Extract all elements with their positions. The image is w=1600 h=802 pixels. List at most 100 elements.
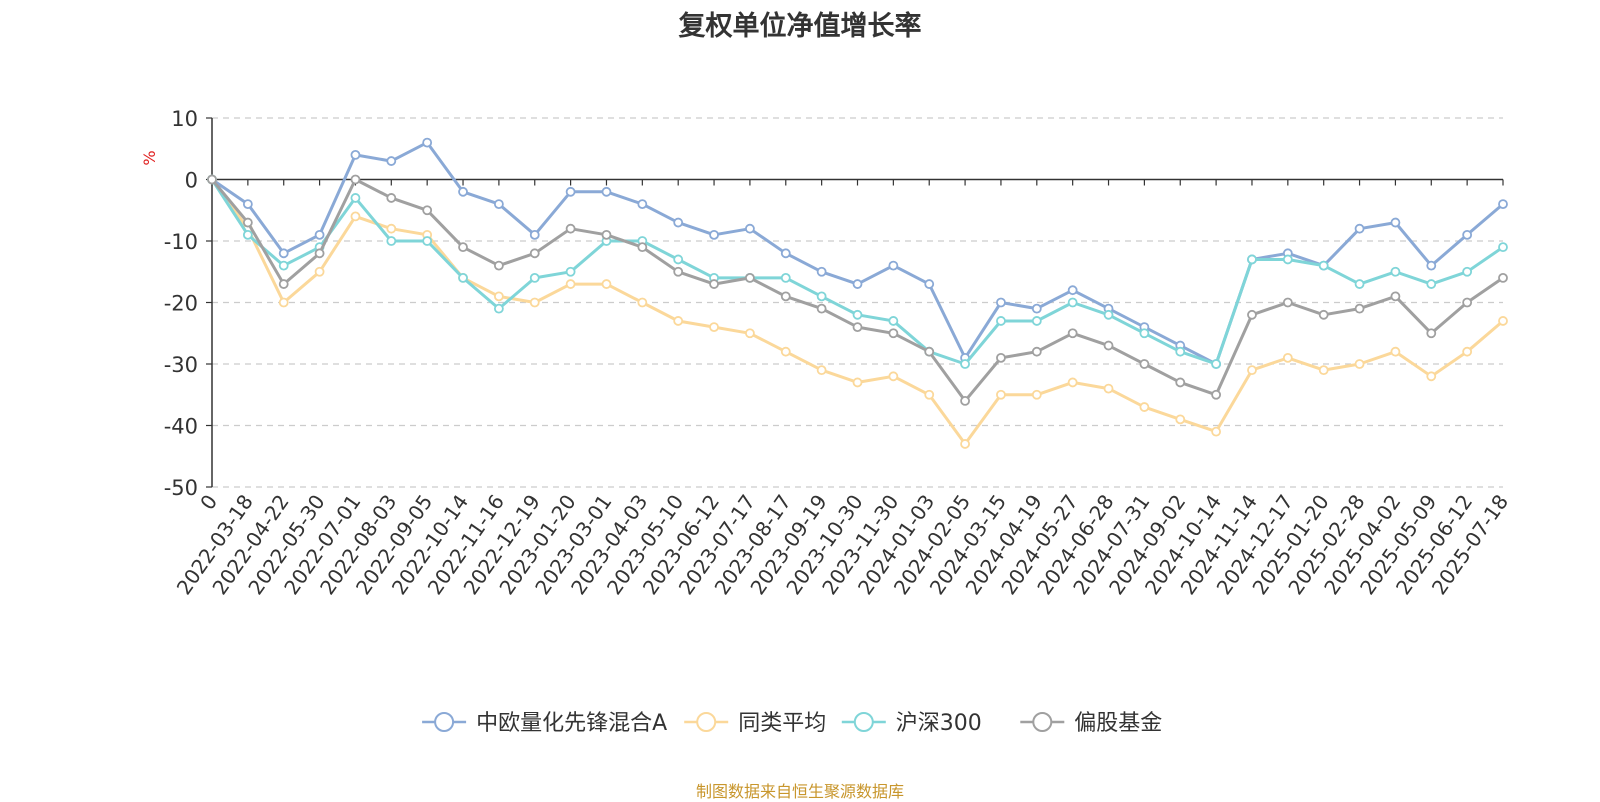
data-point [386, 156, 397, 166]
data-point [924, 389, 935, 400]
data-point [1354, 303, 1365, 314]
data-point [278, 279, 289, 289]
data-point [1103, 383, 1114, 394]
data-point [780, 291, 791, 302]
y-tick-label: -10 [164, 230, 198, 254]
legend-label: 中欧量化先锋混合A [476, 711, 667, 736]
data-point [458, 186, 468, 197]
data-point [673, 266, 684, 277]
data-point [1031, 346, 1042, 357]
data-point [529, 297, 540, 308]
data-point [816, 266, 827, 277]
data-point [637, 297, 648, 308]
data-point [960, 395, 970, 406]
data-point [242, 229, 253, 240]
data-point [314, 266, 325, 277]
data-point [1282, 297, 1293, 308]
data-point [314, 248, 325, 259]
data-point [1067, 297, 1078, 308]
data-point [350, 149, 361, 160]
data-point [709, 322, 719, 333]
data-point [816, 303, 827, 314]
data-point [996, 316, 1006, 326]
data-point [350, 174, 361, 185]
data-point [1390, 346, 1401, 357]
data-point [565, 279, 576, 289]
data-point [709, 229, 719, 240]
data-point [1103, 340, 1114, 351]
data-point [1390, 291, 1401, 302]
data-point [493, 291, 504, 302]
data-point [1247, 309, 1257, 320]
data-point [422, 205, 433, 216]
data-point [1318, 260, 1329, 271]
data-point [673, 217, 684, 228]
data-point [1067, 328, 1078, 339]
data-point [1067, 285, 1078, 296]
legend[interactable]: 中欧量化先锋混合A 同类平均 沪深300 偏股基金 [422, 711, 1162, 736]
data-point [1282, 254, 1293, 265]
data-point [1103, 309, 1114, 320]
data-point [816, 365, 827, 376]
data-point [996, 389, 1006, 400]
data-point [780, 272, 791, 283]
data-point [350, 211, 361, 222]
x-tick-label: 0 [195, 490, 222, 514]
data-point [1462, 229, 1473, 240]
data-point [1426, 279, 1437, 289]
data-point [673, 316, 684, 326]
y-axis-label: % [140, 150, 159, 165]
data-point [1139, 328, 1150, 339]
data-point [1175, 414, 1186, 425]
data-point [386, 236, 397, 246]
data-point [1031, 316, 1042, 326]
data-point [1426, 328, 1437, 339]
data-point [1247, 254, 1257, 265]
data-point [1067, 377, 1078, 388]
data-point [888, 328, 899, 339]
data-point [780, 248, 791, 259]
data-point [1282, 352, 1293, 363]
data-point [386, 223, 397, 234]
data-point [852, 322, 863, 333]
data-point [278, 260, 289, 271]
y-tick-label: -50 [164, 476, 198, 500]
data-point [888, 316, 899, 326]
legend-label: 沪深300 [896, 711, 982, 736]
data-point [1498, 272, 1508, 283]
data-point [1354, 359, 1365, 369]
data-point [601, 186, 612, 197]
data-point [1462, 266, 1473, 277]
data-point [1318, 309, 1329, 320]
data-point [207, 174, 217, 185]
data-point [493, 260, 504, 271]
legend-item[interactable]: 偏股基金 [1020, 711, 1162, 736]
data-point [1031, 389, 1042, 400]
data-point [709, 279, 719, 289]
data-point [1211, 359, 1222, 369]
data-point [386, 193, 397, 203]
data-point [278, 297, 289, 308]
data-point [852, 279, 863, 289]
data-point [1498, 316, 1508, 326]
data-point [458, 272, 468, 283]
data-point [278, 248, 289, 259]
data-point [745, 328, 755, 339]
data-point [996, 297, 1006, 308]
data-point [242, 217, 253, 228]
legend-item[interactable]: 同类平均 [684, 711, 826, 736]
data-point [1462, 346, 1473, 357]
data-point [1354, 279, 1365, 289]
legend-marker [853, 712, 874, 732]
legend-item[interactable]: 沪深300 [841, 711, 982, 736]
data-point [1175, 346, 1186, 357]
source-note: 制图数据来自恒生聚源数据库 [695, 782, 904, 801]
data-point [996, 352, 1006, 363]
data-point [529, 229, 540, 240]
data-point [924, 279, 935, 289]
data-point [1390, 217, 1401, 228]
legend-item[interactable]: 中欧量化先锋混合A [422, 711, 667, 736]
series-line [210, 178, 1504, 366]
data-point [1498, 199, 1508, 210]
